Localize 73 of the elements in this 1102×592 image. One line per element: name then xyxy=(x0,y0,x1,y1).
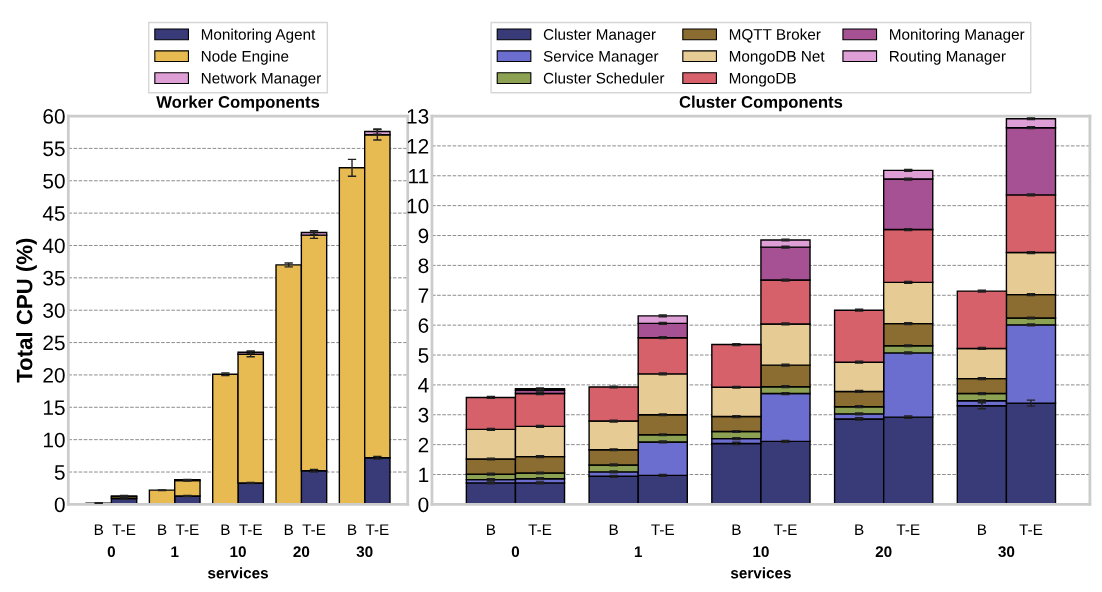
x-tick-label: T-E xyxy=(302,524,326,535)
text: 0 xyxy=(107,546,116,558)
y-tick-label: 8 xyxy=(418,258,429,274)
y-tick-label: 0 xyxy=(54,497,65,513)
x-tick-label: T-E xyxy=(528,524,552,535)
x-tick-label: T-E xyxy=(112,524,136,535)
x-tick-label: B xyxy=(609,524,618,535)
x-tick-label: T-E xyxy=(365,524,389,535)
y-tick-label: 10 xyxy=(407,198,429,214)
legend-label: Routing Manager xyxy=(890,50,1006,65)
y-tick-label: 55 xyxy=(43,141,65,157)
legend-label: MQTT Broker xyxy=(729,28,821,43)
y-tick-label: 11 xyxy=(409,168,429,184)
x-tick-label: T-E xyxy=(175,524,199,535)
x-tick-label: B xyxy=(348,524,357,535)
text: 20 xyxy=(293,546,310,558)
legend-label: Network Manager xyxy=(201,72,321,87)
x-tick-label: B xyxy=(221,524,230,535)
x-tick-label: B xyxy=(978,524,987,535)
x-axis-title: services xyxy=(730,567,791,579)
legend-label: MongoDB Net xyxy=(729,51,825,65)
y-tick-label: 15 xyxy=(43,400,65,416)
y-axis-title: Total CPU (%) xyxy=(16,238,37,383)
text: 1 xyxy=(171,546,179,557)
legend-label: Cluster Scheduler xyxy=(543,72,665,84)
y-tick-label: 60 xyxy=(43,109,65,124)
y-tick-label: 2 xyxy=(418,437,429,453)
y-tick-label: 12 xyxy=(407,138,429,154)
text: 30 xyxy=(998,546,1015,558)
chart-title: Worker Components xyxy=(156,95,320,112)
text: 0 xyxy=(511,546,520,558)
x-tick-label: T-E xyxy=(896,524,920,535)
y-tick-label: 20 xyxy=(43,367,65,383)
y-tick-label: 50 xyxy=(43,173,65,189)
x-tick-label: B xyxy=(855,524,864,535)
text: 1 xyxy=(634,546,643,557)
text: 20 xyxy=(875,546,892,558)
x-tick-label: B xyxy=(487,524,496,535)
y-tick-label: 30 xyxy=(43,303,65,318)
y-tick-label: 10 xyxy=(43,432,65,448)
y-tick-label: 5 xyxy=(418,348,429,363)
legend-label: Monitoring Agent xyxy=(201,28,316,43)
x-tick-label: T-E xyxy=(651,524,674,535)
x-tick-label: B xyxy=(284,524,293,535)
x-tick-label: T-E xyxy=(1019,524,1043,535)
y-tick-label: 4 xyxy=(418,378,429,393)
y-tick-label: 25 xyxy=(43,335,65,351)
y-tick-label: 3 xyxy=(418,407,429,423)
x-tick-label: T-E xyxy=(773,524,797,535)
x-tick-label: B xyxy=(732,524,741,535)
text: 10 xyxy=(753,546,769,558)
chart-title: Cluster Components xyxy=(679,95,843,112)
text: 10 xyxy=(230,546,246,558)
x-tick-label: T-E xyxy=(239,524,262,535)
y-tick-label: 0 xyxy=(418,497,429,513)
legend-label: Monitoring Manager xyxy=(890,28,1025,43)
y-tick-label: 45 xyxy=(42,206,65,221)
y-tick-label: 40 xyxy=(42,238,65,254)
text: 30 xyxy=(356,546,373,558)
y-tick-label: 5 xyxy=(54,465,65,480)
y-tick-label: 6 xyxy=(418,318,429,333)
legend-label: Node Engine xyxy=(201,50,289,65)
y-tick-label: 1 xyxy=(419,467,429,483)
legend-label: Service Manager xyxy=(543,50,659,65)
y-tick-label: 7 xyxy=(418,288,429,303)
x-tick-label: B xyxy=(158,524,167,535)
legend-label: Cluster Manager xyxy=(543,28,656,43)
x-tick-label: B xyxy=(94,524,104,535)
x-axis-title: services xyxy=(207,567,268,579)
y-tick-label: 13 xyxy=(407,109,429,124)
y-tick-label: 35 xyxy=(43,270,65,286)
legend-label: MongoDB xyxy=(729,72,796,87)
y-tick-label: 9 xyxy=(418,228,429,244)
